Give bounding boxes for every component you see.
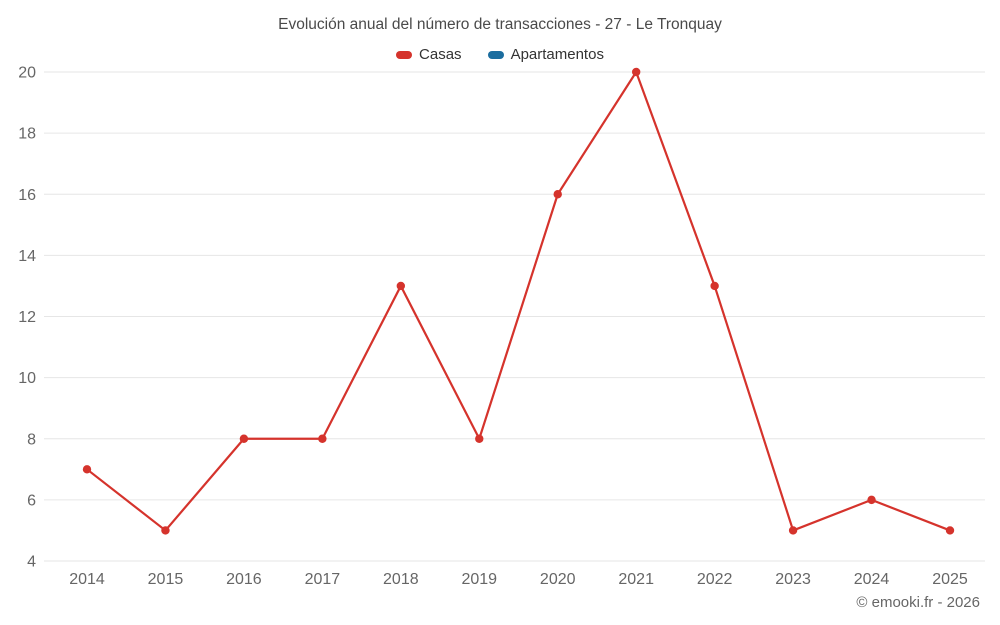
legend-label: Casas [419,46,462,63]
x-axis-tick-label: 2022 [697,571,733,588]
x-axis-tick-label: 2014 [69,571,105,588]
data-point-marker[interactable] [710,281,719,291]
x-axis-tick-label: 2018 [383,571,419,588]
x-axis-tick-label: 2024 [854,571,890,588]
data-point-marker[interactable] [788,526,798,535]
x-axis-tick-label: 2020 [540,571,576,588]
series-line-casas [85,70,952,532]
data-point-marker[interactable] [318,434,327,443]
data-point-marker[interactable] [553,190,562,199]
y-axis-tick-label: 18 [18,126,36,143]
chart-title: Evolución anual del número de transaccio… [278,16,722,33]
x-axis-tick-label: 2015 [148,571,184,588]
legend-marker-icon [487,50,504,59]
x-axis-tick-label: 2016 [226,571,262,588]
data-point-marker[interactable] [396,281,406,291]
y-axis-tick-label: 20 [18,65,36,82]
y-axis-tick-label: 6 [27,492,36,509]
x-axis-tick-label: 2021 [618,571,654,588]
legend-item-apartamentos[interactable]: Apartamentos [487,46,604,63]
y-axis-tick-label: 10 [18,370,36,387]
x-axis-tick-label: 2025 [932,571,968,588]
data-point-marker[interactable] [475,434,484,443]
data-point-marker[interactable] [867,495,876,505]
legend-label: Apartamentos [510,46,604,63]
y-axis-tick-label: 4 [27,554,36,571]
x-axis-tick-label: 2023 [775,571,811,588]
data-point-marker[interactable] [945,526,955,535]
data-point-marker[interactable] [631,67,641,77]
y-axis-tick-label: 12 [18,309,36,326]
y-axis-tick-label: 14 [18,248,36,265]
y-axis-tick-label: 8 [27,431,36,448]
data-point-marker[interactable] [82,465,92,474]
legend: Casas Apartamentos [0,46,1000,63]
y-axis-tick-label: 16 [18,187,36,204]
x-axis-tick-label: 2019 [461,571,497,588]
data-point-marker[interactable] [239,434,249,443]
legend-marker-icon [396,50,413,59]
data-point-marker[interactable] [161,526,170,535]
legend-item-casas[interactable]: Casas [396,46,462,63]
copyright-label: © emooki.fr - 2026 [856,594,980,611]
x-axis-tick-label: 2017 [305,571,341,588]
